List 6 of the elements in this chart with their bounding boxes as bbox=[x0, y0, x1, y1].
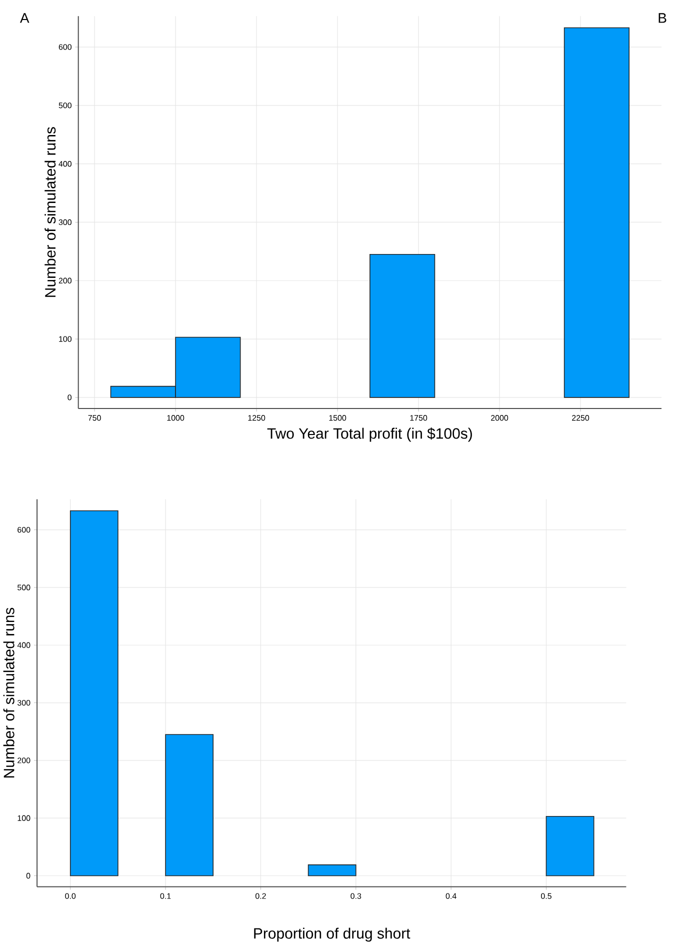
annotation: B bbox=[658, 13, 666, 23]
y-axis-title: Number of simulated runs bbox=[44, 127, 56, 297]
x-axis-title: Two Year Total profit (in $100s) bbox=[267, 428, 472, 442]
x-axis-title: Proportion of drug short bbox=[254, 928, 410, 942]
y-axis-title: Number of simulated runs bbox=[3, 608, 14, 778]
text: A bbox=[20, 13, 30, 23]
